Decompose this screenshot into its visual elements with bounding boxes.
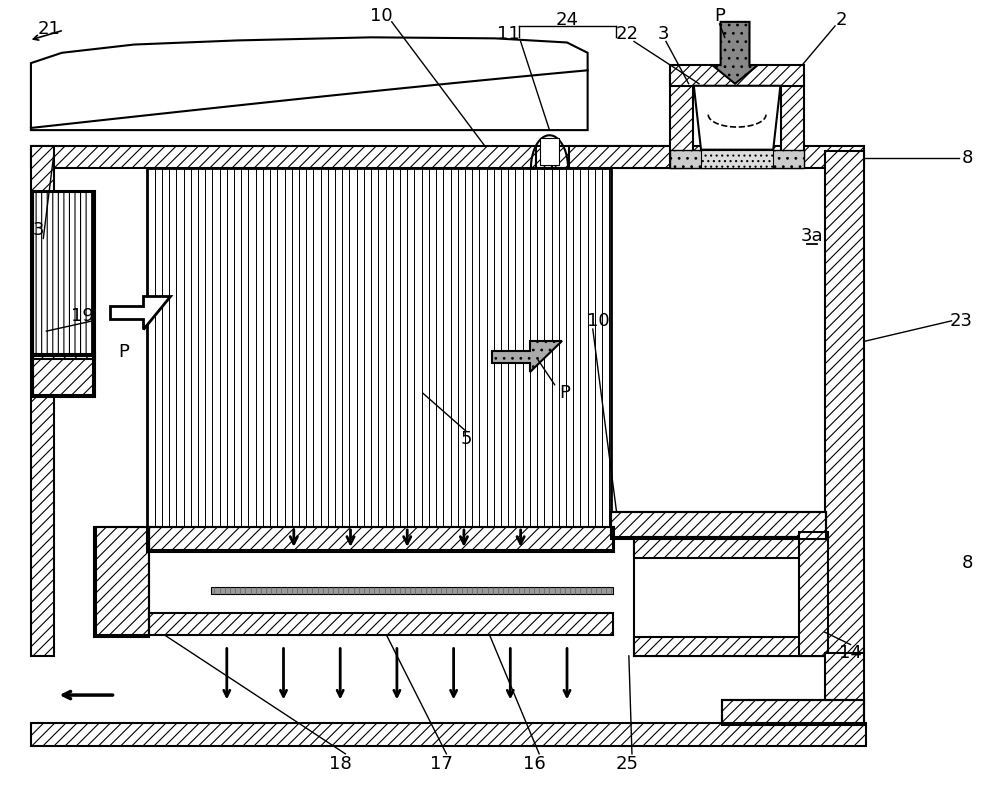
Bar — [722, 700, 864, 725]
Text: P: P — [714, 6, 725, 24]
Text: 10: 10 — [370, 6, 393, 24]
Bar — [670, 65, 804, 86]
Bar — [781, 75, 804, 168]
Bar — [33, 192, 93, 357]
Text: 2: 2 — [835, 11, 847, 29]
Bar — [701, 149, 773, 168]
Text: 10: 10 — [587, 312, 609, 330]
Text: 23: 23 — [949, 312, 972, 330]
Text: 11: 11 — [497, 25, 520, 43]
Bar — [825, 653, 864, 702]
Bar — [569, 145, 680, 168]
Text: P: P — [118, 343, 129, 361]
Text: 25: 25 — [615, 755, 638, 773]
Text: 3: 3 — [658, 25, 670, 43]
Text: 17: 17 — [430, 755, 453, 773]
Bar — [96, 527, 149, 635]
Bar — [611, 512, 826, 538]
Bar — [149, 612, 613, 635]
Text: 19: 19 — [71, 307, 94, 325]
Text: 18: 18 — [329, 755, 352, 773]
Bar — [799, 532, 828, 656]
Bar — [33, 354, 95, 397]
Bar — [670, 149, 804, 168]
Polygon shape — [492, 341, 562, 373]
Bar — [31, 145, 680, 168]
Bar — [670, 75, 693, 168]
Text: 3a: 3a — [801, 227, 824, 245]
Text: 3: 3 — [32, 221, 44, 239]
Bar — [634, 538, 825, 558]
Bar — [149, 527, 613, 549]
Text: 22: 22 — [615, 25, 638, 43]
Bar — [722, 700, 864, 723]
Bar — [211, 587, 613, 594]
Bar — [536, 145, 552, 168]
Bar — [31, 145, 54, 656]
Bar — [94, 527, 149, 637]
Text: 16: 16 — [523, 755, 545, 773]
Text: 8: 8 — [961, 149, 973, 167]
Polygon shape — [694, 86, 780, 149]
Polygon shape — [31, 37, 588, 130]
Bar — [147, 527, 614, 552]
Bar — [31, 723, 866, 746]
Polygon shape — [110, 296, 170, 329]
Text: 8: 8 — [961, 554, 973, 572]
Bar — [634, 538, 825, 656]
Bar — [634, 637, 825, 656]
Bar — [680, 145, 864, 168]
Bar — [540, 138, 559, 165]
Text: 14: 14 — [839, 644, 862, 662]
Bar — [33, 191, 95, 359]
Text: 5: 5 — [460, 431, 472, 448]
Bar — [825, 151, 864, 656]
Text: 24: 24 — [556, 11, 579, 29]
Bar — [611, 512, 826, 539]
Bar — [147, 168, 611, 529]
Text: 21: 21 — [38, 20, 61, 38]
Polygon shape — [712, 22, 758, 84]
Bar — [33, 356, 93, 395]
Text: P: P — [560, 384, 570, 402]
